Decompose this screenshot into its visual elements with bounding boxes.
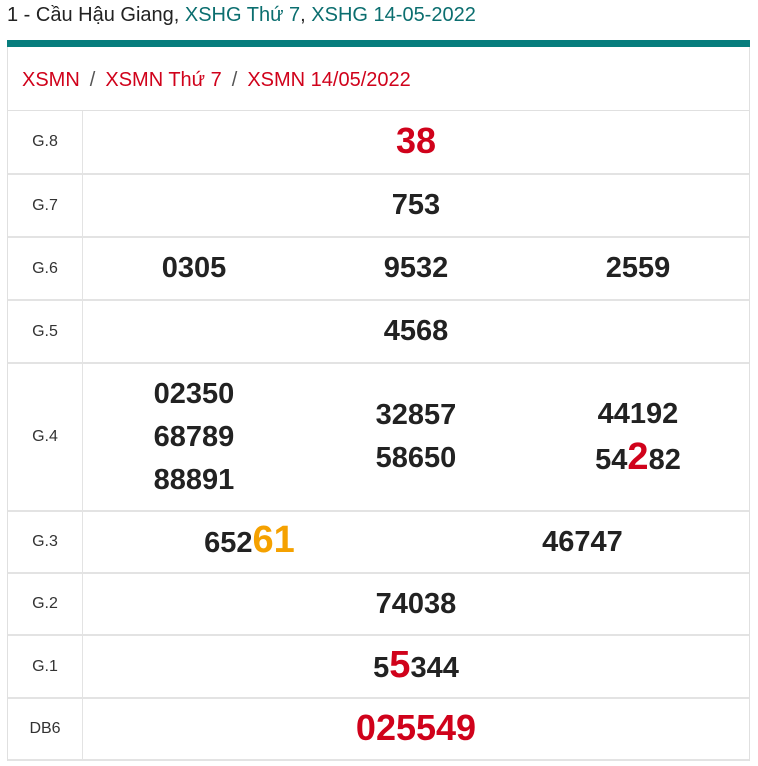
number-column: 4568 — [83, 310, 749, 353]
lottery-number: 68789 — [83, 416, 305, 459]
number-column: 9532 — [305, 247, 527, 290]
prize-label: DB6 — [8, 698, 83, 761]
lottery-number: 025549 — [83, 706, 749, 753]
number-column: 025549 — [83, 706, 749, 753]
lottery-number: 2559 — [527, 247, 749, 290]
lottery-number: 32857 — [305, 394, 527, 437]
prize-numbers: 38 — [82, 111, 749, 175]
results-box: XSMN / XSMN Thứ 7 / XSMN 14/05/2022 G.8 38 G.7… — [7, 47, 750, 761]
title-link-weekday[interactable]: XSHG Thứ 7 — [184, 4, 301, 26]
accent-bar — [7, 40, 750, 47]
number-column: 46747 — [416, 521, 749, 564]
digits: 44192 — [597, 397, 679, 430]
number-column: 32857 58650 — [305, 394, 527, 480]
number-column: 55344 — [83, 644, 749, 690]
page-title: 1 - Cầu Hậu Giang, XSHG Thứ 7, XSHG 14-0… — [7, 4, 476, 27]
lottery-number: 9532 — [305, 247, 527, 290]
highlighted-digits: 61 — [252, 519, 295, 561]
prize-row: G.3 65261 46747 — [8, 511, 749, 574]
lottery-number: 44192 — [527, 393, 749, 436]
lottery-number: 753 — [83, 184, 749, 227]
lottery-number: 38 — [83, 119, 749, 166]
number-column: 0305 — [83, 247, 305, 290]
number-column: 44192 54282 — [527, 393, 749, 482]
breadcrumb-separator: / — [231, 69, 238, 91]
prize-label: G.8 — [8, 111, 83, 175]
digits: 38 — [395, 119, 437, 161]
title-prefix: 1 - Cầu Hậu Giang, — [7, 4, 185, 26]
digits: 54 — [595, 443, 628, 476]
breadcrumb: XSMN / XSMN Thứ 7 / XSMN 14/05/2022 — [8, 47, 749, 111]
prize-numbers: 0305 9532 2559 — [82, 237, 749, 301]
number-column: 38 — [83, 119, 749, 166]
lottery-number: 4568 — [83, 310, 749, 353]
prize-row: DB6 025549 — [8, 698, 749, 761]
digits: 0305 — [161, 252, 227, 284]
prize-label: G.6 — [8, 237, 83, 301]
prize-row: G.6 0305 9532 2559 — [8, 237, 749, 301]
lottery-number: 02350 — [83, 373, 305, 416]
prize-row: G.5 4568 — [8, 300, 749, 364]
digits: 344 — [410, 651, 459, 684]
prize-numbers: 74038 — [82, 573, 749, 636]
breadcrumb-xsmn-weekday[interactable]: XSMN Thứ 7 — [105, 69, 222, 91]
digits: 4568 — [383, 315, 449, 347]
breadcrumb-xsmn[interactable]: XSMN — [22, 69, 80, 91]
lottery-number: 0305 — [83, 247, 305, 290]
number-column: 2559 — [527, 247, 749, 290]
prize-numbers: 55344 — [82, 635, 749, 699]
digits: 82 — [648, 443, 681, 476]
number-column: 65261 — [83, 519, 416, 565]
digits: 9532 — [383, 252, 449, 284]
highlighted-digits: 5 — [389, 643, 411, 686]
prize-row: G.1 55344 — [8, 635, 749, 699]
prize-label: G.7 — [8, 174, 83, 238]
digits: 2559 — [605, 252, 671, 284]
digits: 74038 — [375, 587, 457, 620]
prize-numbers: 753 — [82, 174, 749, 238]
digits: 46747 — [542, 525, 623, 558]
lottery-number: 65261 — [83, 519, 416, 565]
prize-label: G.1 — [8, 635, 83, 699]
lottery-number: 58650 — [305, 437, 527, 480]
lottery-number: 88891 — [83, 459, 305, 502]
prize-row: G.8 38 — [8, 111, 749, 175]
prize-numbers: 4568 — [82, 300, 749, 364]
title-link-date[interactable]: XSHG 14-05-2022 — [311, 4, 476, 26]
prize-label: G.5 — [8, 300, 83, 364]
number-column: 753 — [83, 184, 749, 227]
digits: 5 — [373, 651, 390, 684]
digits: 652 — [204, 527, 253, 559]
lottery-number: 46747 — [416, 521, 749, 564]
breadcrumb-separator: / — [89, 69, 96, 91]
digits: 68789 — [153, 420, 235, 453]
prize-label: G.4 — [8, 363, 83, 512]
prize-numbers: 65261 46747 — [82, 511, 749, 574]
number-column: 02350 68789 88891 — [83, 373, 305, 502]
highlighted-digits: 2 — [627, 435, 649, 478]
prize-row: G.7 753 — [8, 174, 749, 238]
lottery-number: 55344 — [83, 644, 749, 690]
prize-label: G.2 — [8, 573, 83, 636]
digits: 88891 — [153, 463, 235, 496]
digits: 753 — [391, 189, 441, 221]
lottery-number: 74038 — [83, 583, 749, 626]
digits: 025549 — [355, 706, 477, 748]
prize-row: G.4 02350 68789 88891 32857 58650 44192 54282 — [8, 363, 749, 512]
breadcrumb-xsmn-date[interactable]: XSMN 14/05/2022 — [247, 69, 411, 91]
prize-numbers: 025549 — [82, 698, 749, 761]
title-comma: , — [300, 4, 312, 26]
digits: 02350 — [153, 377, 235, 410]
prize-label: G.3 — [8, 511, 83, 574]
prize-row: G.2 74038 — [8, 573, 749, 636]
prize-numbers: 02350 68789 88891 32857 58650 44192 54282 — [82, 363, 749, 512]
digits: 58650 — [375, 442, 457, 474]
results-table: G.8 38 G.7 753 G.6 0305 9532 2559 G.5 4568 G.4 0235… — [8, 111, 749, 761]
number-column: 74038 — [83, 583, 749, 626]
lottery-number: 54282 — [527, 436, 749, 482]
digits: 32857 — [375, 399, 457, 431]
